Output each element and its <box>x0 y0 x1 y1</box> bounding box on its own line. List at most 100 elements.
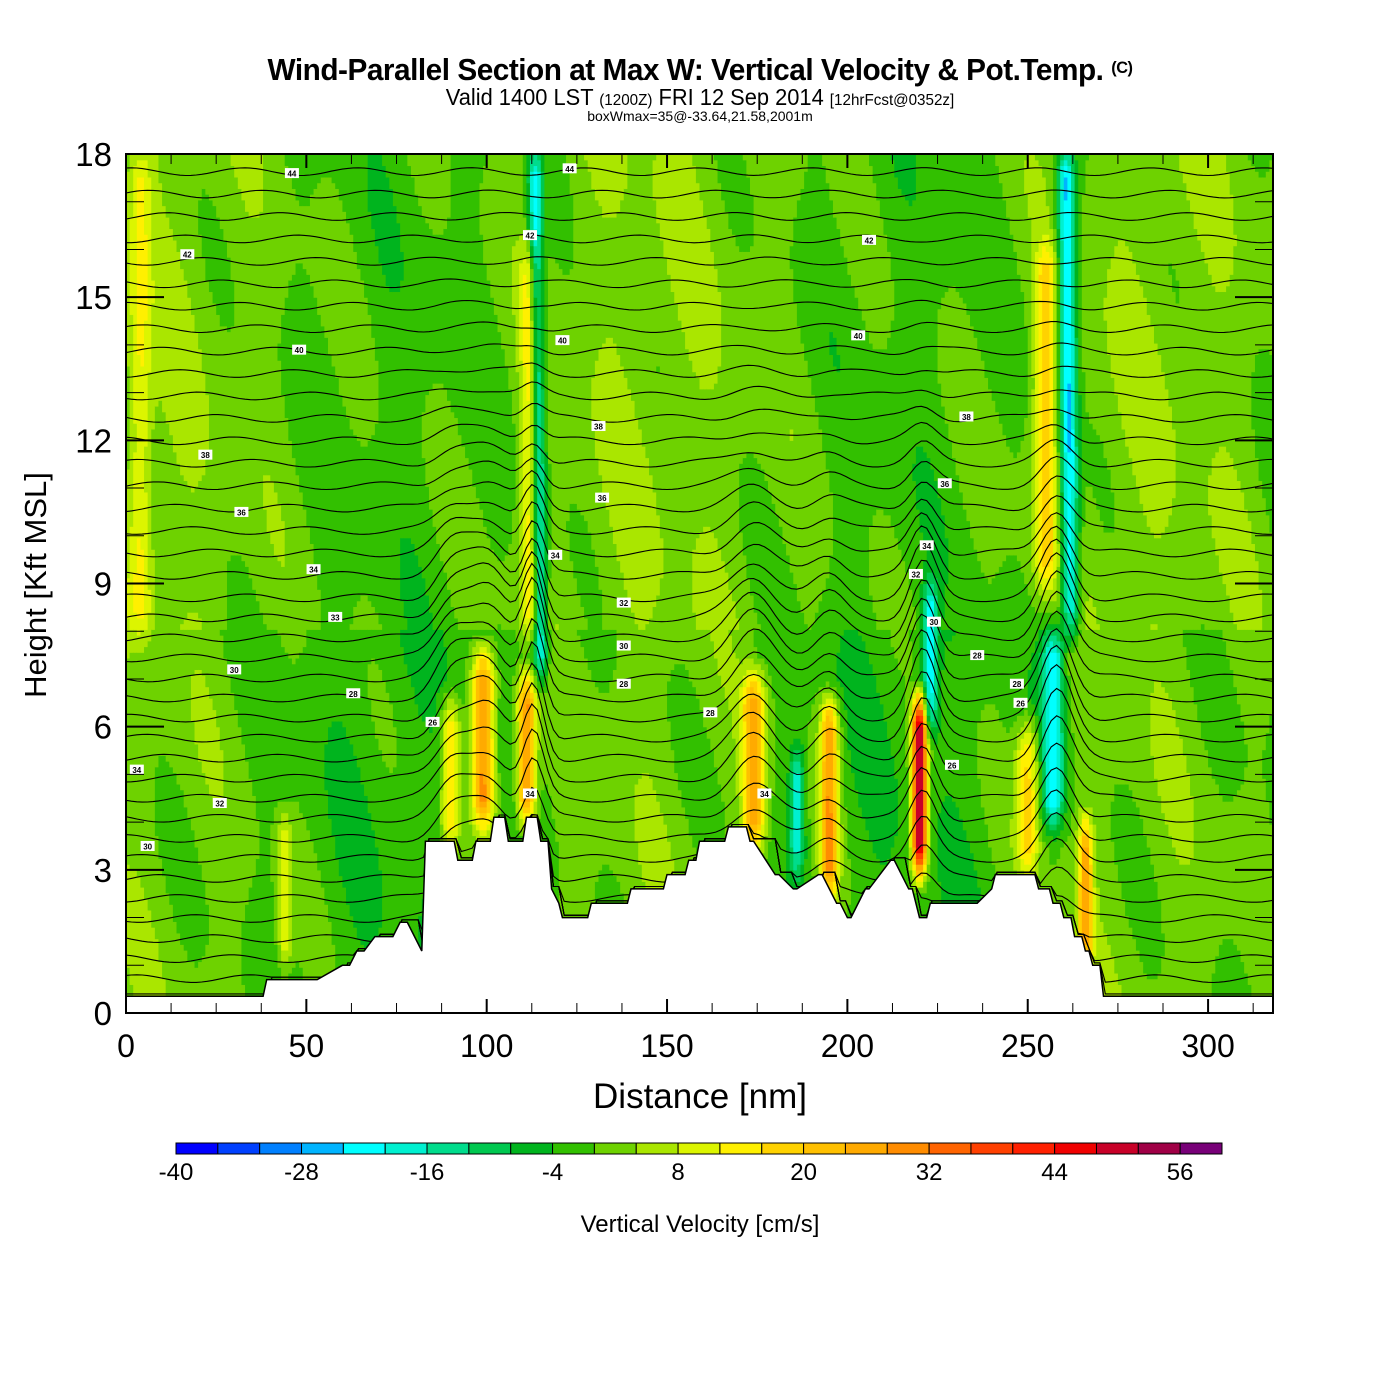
field-cell <box>930 749 935 762</box>
field-cell <box>1002 726 1007 905</box>
field-cell <box>1157 537 1162 682</box>
forecast-info: [12hrFcst@0352z] <box>829 92 955 109</box>
field-cell <box>739 663 744 688</box>
terrain-profile <box>126 816 1273 1013</box>
field-cell <box>573 577 578 1013</box>
field-cell <box>757 663 762 676</box>
field-cell <box>529 686 535 693</box>
field-cell <box>259 612 264 1013</box>
field-cell <box>944 154 949 293</box>
field-cell <box>1247 159 1252 522</box>
field-cell <box>742 720 747 831</box>
field-cell <box>374 612 380 630</box>
field-cell <box>970 154 975 327</box>
field-cell <box>1052 806 1058 814</box>
field-cell <box>858 154 863 310</box>
field-cell <box>1060 159 1065 167</box>
field-cell <box>1153 342 1159 539</box>
field-cell <box>533 801 538 819</box>
field-cell <box>923 709 928 716</box>
field-cell <box>933 594 939 711</box>
field-cell <box>998 720 1004 894</box>
field-cell <box>436 543 441 630</box>
field-cell <box>811 394 816 625</box>
theta-contour-line <box>126 550 1273 623</box>
field-cell <box>1042 234 1047 247</box>
field-cell <box>522 274 527 367</box>
field-cell <box>555 154 560 264</box>
field-cell <box>526 657 531 665</box>
theta-contour-line <box>126 455 1273 491</box>
field-cell <box>1240 783 1245 963</box>
field-cell <box>180 629 185 791</box>
field-cell <box>551 154 556 258</box>
field-cell <box>1067 165 1072 172</box>
field-cell <box>638 778 643 865</box>
field-cell <box>919 698 924 705</box>
field-cell <box>277 154 282 344</box>
field-cell <box>248 577 253 779</box>
field-cell <box>778 154 784 527</box>
field-cell <box>136 875 142 1013</box>
field-cell <box>147 371 152 590</box>
field-cell <box>728 154 733 230</box>
field-cell <box>775 514 780 1003</box>
field-cell <box>1071 428 1076 487</box>
field-cell <box>1024 864 1029 877</box>
field-cell <box>313 629 318 854</box>
contour-label: 36 <box>598 494 607 503</box>
field-cell <box>591 680 596 1013</box>
field-cell <box>760 824 766 837</box>
field-cell <box>1049 600 1054 613</box>
field-cell <box>439 789 445 825</box>
field-cell <box>378 262 383 625</box>
field-cell <box>133 629 138 653</box>
field-cell <box>439 560 445 630</box>
field-cell <box>941 801 946 905</box>
field-cell <box>1063 841 1069 974</box>
field-cell <box>670 669 675 751</box>
field-cell <box>695 182 701 378</box>
field-cell <box>313 852 318 1008</box>
field-cell <box>183 806 188 951</box>
field-cell <box>237 188 243 556</box>
field-cell <box>764 686 769 837</box>
field-cell <box>1247 154 1252 161</box>
field-cell <box>1034 640 1040 716</box>
field-cell <box>1071 812 1076 1003</box>
field-cell <box>984 577 989 705</box>
field-cell <box>620 572 625 894</box>
field-cell <box>147 176 152 373</box>
field-cell <box>919 709 924 716</box>
field-cell <box>869 526 874 596</box>
field-cell <box>284 165 289 298</box>
field-cell <box>706 228 711 390</box>
field-cell <box>1211 537 1216 630</box>
field-cell <box>872 514 877 613</box>
field-cell <box>1222 640 1227 802</box>
theta-contour-line <box>126 299 1273 311</box>
field-cell <box>1190 154 1195 212</box>
field-cell <box>944 629 949 642</box>
field-cell <box>544 154 549 453</box>
field-cell <box>1052 812 1058 825</box>
field-cell <box>1164 154 1169 390</box>
field-cell <box>1157 898 1162 974</box>
field-cell <box>519 262 524 361</box>
field-cell <box>1027 594 1032 670</box>
field-cell <box>526 514 531 619</box>
field-cell <box>1045 806 1050 814</box>
contour-label-box <box>555 335 570 346</box>
field-cell <box>793 772 798 854</box>
field-cell <box>1110 955 1115 1013</box>
field-cell <box>1168 274 1173 407</box>
contour-label-box <box>616 678 631 689</box>
field-cell <box>915 852 921 859</box>
field-cell <box>1254 154 1260 172</box>
field-cell <box>1056 451 1061 545</box>
colorbar-swatch <box>259 1142 303 1155</box>
field-cell <box>786 772 791 894</box>
field-cell <box>1240 720 1245 785</box>
field-cell <box>490 675 495 711</box>
field-cell <box>263 623 268 1013</box>
